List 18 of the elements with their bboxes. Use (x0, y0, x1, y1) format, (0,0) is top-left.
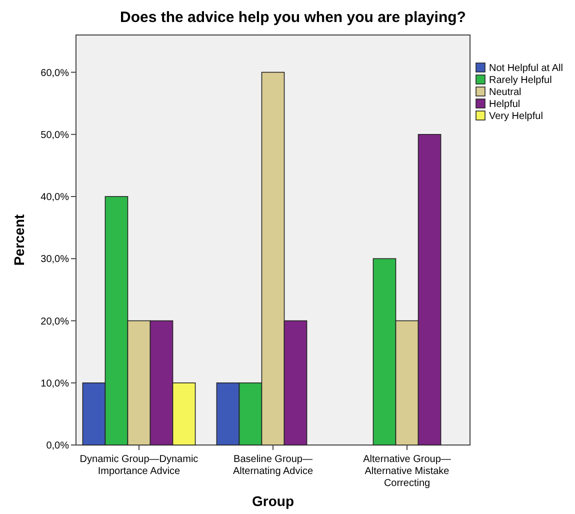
legend-label: Neutral (489, 87, 522, 98)
y-tick-label: 0,0% (46, 440, 70, 452)
x-tick-label: Dynamic Group—Dynamic Importance Advice (80, 454, 198, 477)
legend-label: Rarely Helpful (489, 75, 552, 86)
y-tick-label: 40,0% (40, 192, 70, 204)
x-axis-title: Group (252, 493, 294, 509)
legend-label: Helpful (489, 99, 520, 110)
y-axis-title: Percent (11, 214, 27, 266)
x-tick-label: Baseline Group—Alternating Advice (232, 454, 314, 477)
y-tick-label: 20,0% (40, 316, 70, 328)
legend-label: Not Helpful at All (489, 63, 563, 74)
legend-label: Very Helpful (489, 111, 543, 122)
y-tick-label: 60,0% (40, 68, 70, 79)
x-tick-label: Alternative Group—Alternative Mistake Correcting (363, 454, 451, 489)
y-tick-label: 30,0% (40, 254, 70, 266)
y-tick-label: 10,0% (40, 378, 70, 390)
y-tick-label: 50,0% (40, 130, 70, 141)
chart-title: Does the advice help you when you are playing? (120, 9, 466, 26)
